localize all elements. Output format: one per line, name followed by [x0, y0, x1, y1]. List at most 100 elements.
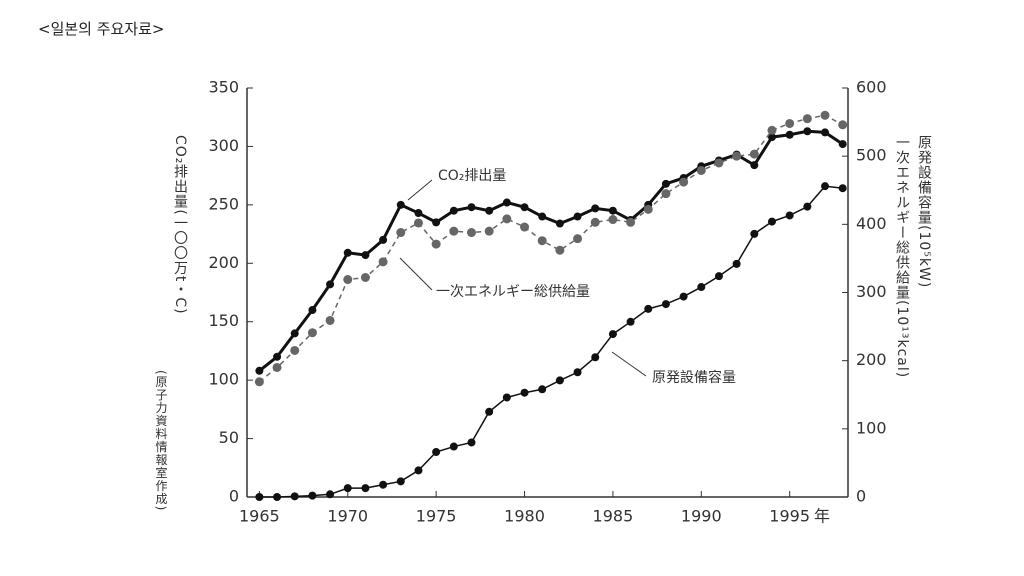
data-point: [361, 251, 370, 260]
data-point: [379, 235, 388, 244]
y-tick-label: 50: [219, 428, 239, 447]
data-point: [290, 345, 300, 355]
data-point: [396, 228, 406, 238]
data-point: [326, 490, 335, 499]
y-tick-label: 300: [208, 136, 239, 155]
data-point: [750, 161, 759, 170]
data-point: [361, 484, 370, 493]
data-point: [644, 304, 653, 313]
data-point: [325, 315, 335, 325]
data-point: [838, 184, 847, 193]
data-point: [290, 329, 299, 338]
y2-tick-label: 500: [856, 146, 887, 165]
data-point: [413, 218, 423, 228]
data-point: [749, 149, 759, 159]
y-axis-label: CO₂排出量(一〇〇万t・C): [172, 135, 188, 315]
series-line: [259, 185, 843, 498]
data-point: [414, 209, 423, 218]
data-point: [485, 407, 494, 416]
data-point: [290, 492, 299, 501]
annotation: CO₂排出量: [438, 168, 506, 184]
data-point: [820, 110, 830, 120]
y-tick-label: 100: [208, 370, 239, 389]
y-tick-label: 250: [208, 194, 239, 213]
data-point: [785, 130, 794, 139]
data-point: [802, 114, 812, 124]
data-point: [308, 491, 317, 500]
data-point: [591, 353, 600, 362]
data-point: [255, 493, 264, 501]
data-point: [821, 182, 830, 191]
data-point: [661, 179, 670, 188]
annotation-arrow: [407, 179, 433, 201]
data-point: [732, 259, 741, 268]
data-point: [431, 239, 441, 249]
data-point: [679, 292, 688, 301]
data-point: [502, 393, 511, 402]
data-point: [573, 368, 582, 377]
annotation: 原発設備容量: [652, 369, 736, 386]
data-point: [821, 128, 830, 137]
data-point: [626, 317, 635, 326]
x-tick-label: 1990: [681, 507, 722, 526]
x-tick-label: 1970: [327, 507, 368, 526]
annotation: 一次エネルギー総供給量: [436, 284, 590, 300]
data-point: [838, 120, 848, 130]
data-point: [538, 385, 547, 394]
data-point: [767, 125, 777, 135]
data-point: [679, 177, 689, 187]
data-point: [661, 300, 670, 309]
data-point: [555, 376, 564, 385]
data-point: [573, 212, 582, 221]
data-point: [360, 273, 370, 283]
data-point: [555, 219, 564, 228]
data-point: [803, 127, 812, 136]
data-point: [608, 215, 618, 225]
data-point: [396, 200, 405, 209]
data-point: [520, 222, 530, 232]
data-point: [767, 133, 776, 142]
series-line: [258, 129, 844, 372]
data-point: [696, 165, 706, 175]
data-point: [378, 257, 388, 267]
y-tick-label: 350: [208, 78, 239, 97]
y2-axis-label: 一次エネルギー総供給量(10¹³kcal): [894, 135, 910, 379]
data-point: [608, 330, 617, 339]
data-point: [396, 477, 405, 486]
data-point: [573, 234, 583, 244]
series-line: [258, 114, 844, 383]
data-point: [643, 204, 653, 214]
data-point: [414, 466, 423, 475]
data-point: [838, 140, 847, 149]
y2-tick-label: 200: [856, 350, 887, 369]
data-point: [485, 206, 494, 215]
data-point: [343, 484, 352, 493]
data-point: [254, 377, 264, 387]
data-point: [590, 217, 600, 227]
y2-tick-label: 400: [856, 214, 887, 233]
y2-tick-label: 300: [856, 282, 887, 301]
x-tick-label: 1985: [593, 507, 634, 526]
data-point: [449, 206, 458, 215]
data-point: [767, 217, 776, 226]
data-point: [661, 189, 671, 199]
data-point: [432, 448, 441, 457]
data-point: [803, 202, 812, 211]
x-tick-label: 1965: [239, 507, 280, 526]
x-tick-label: 1975: [416, 507, 457, 526]
y-tick-label: 0: [229, 487, 239, 506]
data-point: [379, 480, 388, 489]
data-point: [750, 229, 759, 238]
data-point: [520, 203, 529, 212]
data-point: [255, 366, 264, 375]
data-point: [537, 236, 547, 246]
data-point: [732, 151, 742, 161]
source-note: (原子力資料情報室作成): [154, 370, 168, 512]
data-point: [308, 306, 317, 315]
data-point: [555, 245, 565, 255]
y2-tick-label: 100: [856, 418, 887, 437]
annotation-arrow: [611, 351, 647, 377]
data-point: [466, 228, 476, 238]
